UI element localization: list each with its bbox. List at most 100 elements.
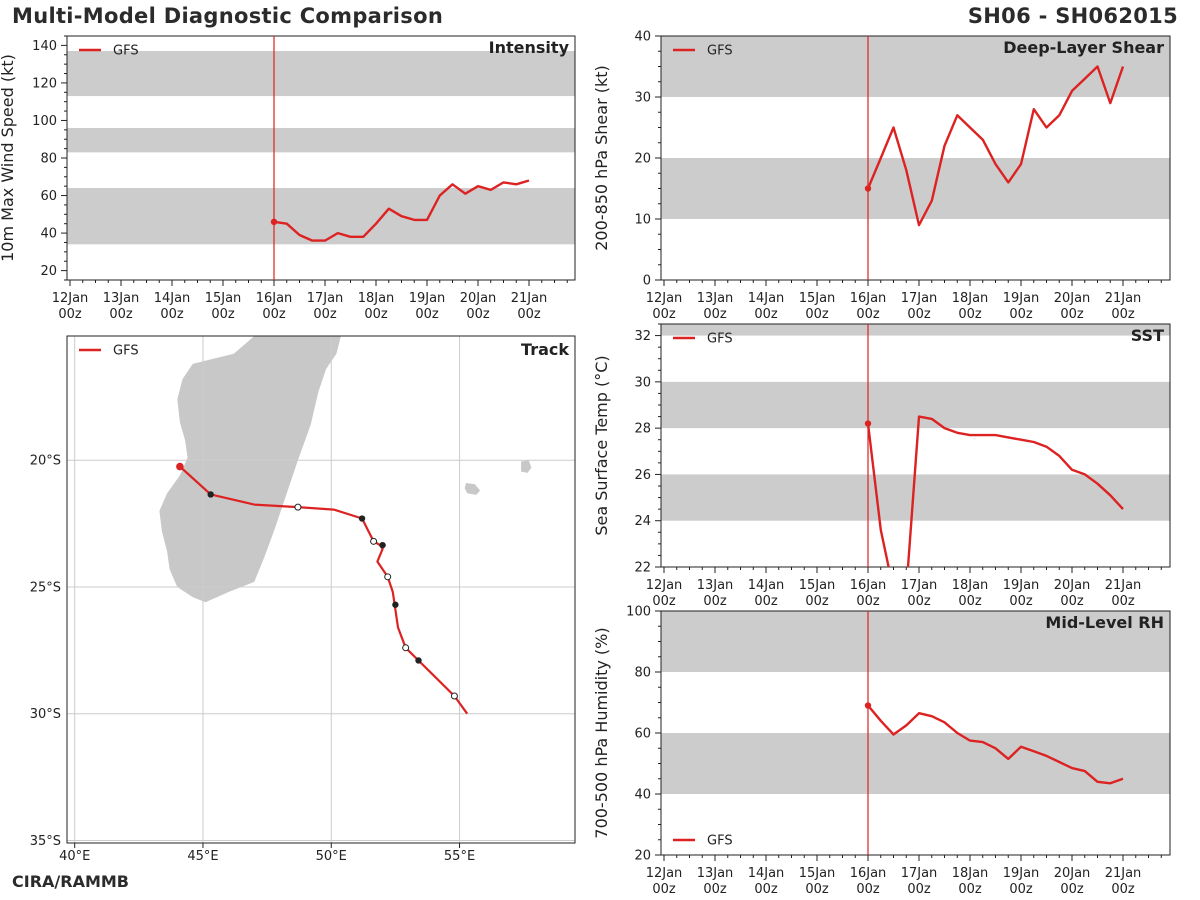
sst-band-1 [661, 381, 1170, 429]
intensity-xtick-label: 16Jan 00z [256, 291, 293, 322]
intensity-start-marker [270, 218, 278, 226]
rh-xtick-label: 14Jan 00z [748, 866, 785, 897]
shear-xtick-label: 15Jan 00z [799, 291, 836, 322]
sst-band-0 [661, 474, 1170, 521]
track-panel-title: Track [521, 340, 569, 359]
sst-ytick-label: 24 [634, 514, 651, 529]
sst-frame [660, 323, 1171, 568]
shear-xtick-label: 12Jan 00z [646, 291, 683, 322]
intensity-series-line [273, 179, 530, 242]
sst-xtick-label: 15Jan 00z [799, 578, 836, 609]
intensity-ytick-label: 40 [40, 227, 57, 242]
track-position-marker [392, 601, 399, 608]
mauritius-landmass [521, 460, 532, 473]
track-ytick-label: 25°S [30, 580, 61, 595]
intensity-xtick-label: 17Jan 00z [307, 291, 344, 322]
rh-ytick-label: 80 [634, 666, 651, 681]
intensity-band-2 [67, 51, 575, 97]
shear-xtick-label: 18Jan 00z [952, 291, 989, 322]
track-position-marker [415, 657, 422, 664]
track-xtick-label: 55°E [444, 849, 475, 864]
rh-start-marker [864, 702, 872, 709]
rh-band-1 [661, 611, 1170, 672]
shear-band-1 [661, 36, 1170, 97]
shear-ytick-label: 40 [634, 30, 651, 45]
shear-panel-title: Deep-Layer Shear [1003, 38, 1164, 57]
intensity-ytick-label: 100 [32, 114, 57, 129]
shear-xtick-label: 14Jan 00z [748, 291, 785, 322]
sst-ylabel: Sea Surface Temp (°C) [592, 355, 611, 535]
intensity-legend-label: GFS [113, 44, 139, 59]
sst-band-2 [661, 324, 1170, 336]
intensity-xtick-label: 14Jan 00z [154, 291, 191, 322]
rh-xtick-label: 15Jan 00z [799, 866, 836, 897]
intensity-xtick-label: 13Jan 00z [103, 291, 140, 322]
rh-legend-label: GFS [707, 834, 733, 849]
shear-ytick-label: 30 [634, 91, 651, 106]
intensity-band-1 [67, 127, 575, 153]
shear-legend-label: GFS [707, 44, 733, 59]
intensity-ytick-label: 140 [32, 39, 57, 54]
track-xtick-label: 45°E [187, 849, 218, 864]
shear-ylabel: 200-850 hPa Shear (kt) [592, 65, 611, 251]
intensity-ytick-label: 20 [40, 264, 57, 279]
track-position-marker [207, 491, 214, 498]
rh-ytick-label: 40 [634, 788, 651, 803]
rh-xtick-label: 18Jan 00z [952, 866, 989, 897]
sst-xtick-label: 20Jan 00z [1054, 578, 1091, 609]
track-legend-label: GFS [113, 344, 139, 359]
sst-ytick-label: 26 [634, 468, 651, 483]
intensity-ytick-label: 120 [32, 76, 57, 91]
shear-start-marker [864, 185, 872, 192]
shear-ytick-label: 20 [634, 152, 651, 167]
sst-xtick-label: 21Jan 00z [1105, 578, 1142, 609]
rh-xtick-label: 21Jan 00z [1105, 866, 1142, 897]
track-position-marker-open [370, 537, 378, 545]
intensity-xtick-label: 18Jan 00z [358, 291, 395, 322]
sst-series-line [866, 415, 1124, 567]
shear-xtick-label: 17Jan 00z [901, 291, 938, 322]
intensity-ytick-label: 60 [40, 189, 57, 204]
shear-ytick-label: 0 [643, 274, 651, 289]
rh-xtick-label: 19Jan 00z [1003, 866, 1040, 897]
reunion-landmass [464, 483, 481, 495]
rh-xtick-label: 13Jan 00z [697, 866, 734, 897]
track-xtick-label: 50°E [316, 849, 347, 864]
track-position-marker-open [294, 503, 302, 511]
rh-xtick-label: 16Jan 00z [850, 866, 887, 897]
rh-band-0 [661, 733, 1170, 794]
rh-ytick-label: 20 [634, 849, 651, 864]
sst-xtick-label: 12Jan 00z [646, 578, 683, 609]
sst-panel-title: SST [1131, 326, 1164, 345]
intensity-panel-title: Intensity [489, 38, 570, 57]
sst-xtick-label: 13Jan 00z [697, 578, 734, 609]
sst-xtick-label: 19Jan 00z [1003, 578, 1040, 609]
intensity-xtick-label: 19Jan 00z [409, 291, 446, 322]
track-position-marker-open [402, 644, 410, 652]
rh-ytick-label: 100 [626, 605, 651, 620]
sst-start-marker [864, 420, 872, 427]
rh-xtick-label: 12Jan 00z [646, 866, 683, 897]
footer-credit: CIRA/RAMMB [12, 872, 129, 891]
intensity-xtick-label: 21Jan 00z [511, 291, 548, 322]
track-ytick-label: 20°S [30, 454, 61, 469]
page-title: Multi-Model Diagnostic Comparison [12, 4, 444, 28]
track-xtick-label: 40°E [59, 849, 90, 864]
intensity-xtick-label: 20Jan 00z [460, 291, 497, 322]
intensity-ylabel: 10m Max Wind Speed (kt) [0, 54, 17, 262]
shear-xtick-label: 16Jan 00z [850, 291, 887, 322]
rh-ytick-label: 60 [634, 727, 651, 742]
sst-xtick-label: 14Jan 00z [748, 578, 785, 609]
shear-xtick-label: 19Jan 00z [1003, 291, 1040, 322]
shear-xtick-label: 13Jan 00z [697, 291, 734, 322]
sst-ytick-label: 28 [634, 422, 651, 437]
sst-ytick-label: 22 [634, 561, 651, 576]
intensity-xtick-label: 12Jan 00z [52, 291, 89, 322]
intensity-ytick-label: 80 [40, 152, 57, 167]
track-frame [66, 335, 576, 844]
intensity-band-0 [67, 188, 575, 245]
track-ytick-label: 30°S [30, 707, 61, 722]
shear-xtick-label: 20Jan 00z [1054, 291, 1091, 322]
rh-xtick-label: 17Jan 00z [901, 866, 938, 897]
